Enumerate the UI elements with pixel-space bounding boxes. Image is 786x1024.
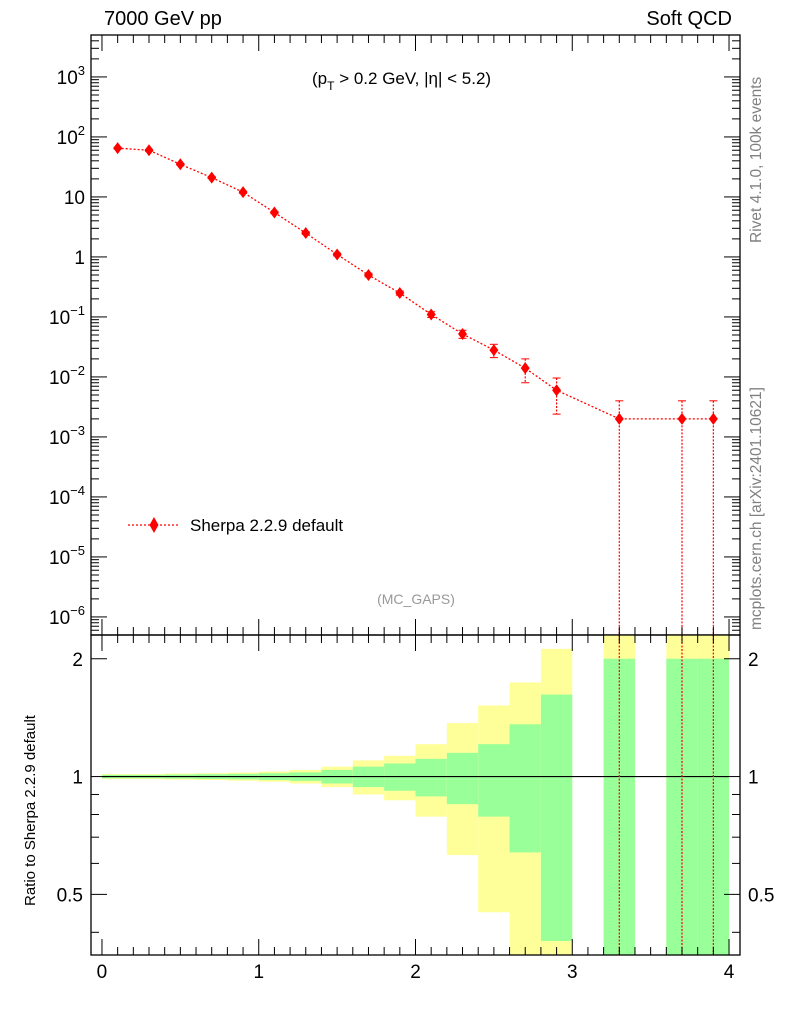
- data-point: [363, 269, 373, 281]
- data-point: [395, 287, 405, 300]
- y-tick-exponent: −4: [70, 483, 85, 498]
- data-point: [708, 412, 718, 425]
- ratio-y-tick-label-right: 0.5: [748, 885, 774, 906]
- y-tick-label: 10−3: [49, 423, 85, 449]
- y-tick-base: 10: [57, 128, 78, 149]
- data-point: [552, 384, 562, 397]
- y-tick-exponent: 2: [78, 123, 85, 138]
- data-point: [520, 362, 530, 375]
- y-tick-base: 1: [74, 248, 85, 269]
- y-tick-base: 10: [49, 368, 70, 389]
- y-tick-base: 10: [49, 428, 70, 449]
- y-tick-base: 10: [49, 548, 70, 569]
- x-tick-label: 3: [567, 962, 578, 983]
- y-tick-exponent: −3: [70, 423, 85, 438]
- y-tick-base: 10: [49, 488, 70, 509]
- y-tick-exponent: −6: [70, 603, 85, 618]
- data-point: [489, 344, 499, 357]
- data-point: [113, 142, 123, 155]
- legend-marker: [149, 517, 159, 533]
- header-left-label: 7000 GeV pp: [104, 8, 222, 30]
- y-tick-exponent: 3: [78, 63, 85, 78]
- y-tick-label: 1: [74, 248, 85, 269]
- cut-pt-prefix: (p: [312, 69, 327, 88]
- y-tick-exponent: −1: [70, 303, 85, 318]
- ratio-y-tick-label-left: 0.5: [57, 885, 83, 906]
- ratio-y-tick-label-right: 1: [748, 768, 759, 789]
- y-tick-label: 103: [57, 63, 85, 89]
- x-tick-label: 0: [97, 962, 108, 983]
- data-point: [238, 186, 248, 199]
- y-tick-label: 10−4: [49, 483, 85, 509]
- x-tick-label: 4: [724, 962, 735, 983]
- inner-band-bin: [540, 694, 573, 942]
- y-tick-label: 10−6: [49, 603, 85, 629]
- data-point: [207, 171, 217, 184]
- y-tick-exponent: −5: [70, 543, 85, 558]
- main-frame: [90, 34, 741, 636]
- x-tick-label: 2: [410, 962, 421, 983]
- ratio-y-tick-label-right: 2: [748, 650, 759, 671]
- legend-label: Sherpa 2.2.9 default: [190, 516, 343, 535]
- inner-band-bin: [446, 752, 479, 805]
- ratio-panel: 0 1 2 3 4 0.5 0.5 1 1 2 2: [57, 634, 774, 983]
- y-tick-label: 10−1: [49, 303, 85, 329]
- legend: Sherpa 2.2.9 default: [128, 516, 343, 535]
- cut-pt-sub: T: [327, 79, 335, 93]
- cut-annotation: (pT > 0.2 GeV, |η| < 5.2): [312, 69, 491, 93]
- y-tick-base: 10: [64, 188, 85, 209]
- data-point: [677, 412, 687, 425]
- header-right-label: Soft QCD: [646, 8, 732, 30]
- data-point: [175, 158, 185, 171]
- inner-band-bin: [478, 744, 510, 817]
- cut-rest: > 0.2 GeV, |η| < 5.2): [334, 69, 491, 88]
- inner-band-bin: [509, 724, 541, 853]
- data-point: [301, 227, 311, 240]
- y-tick-base: 10: [49, 608, 70, 629]
- data-point: [458, 327, 468, 340]
- inner-band-bin: [415, 758, 447, 797]
- y-tick-label: 10−2: [49, 363, 85, 389]
- data-point: [332, 248, 342, 261]
- data-point: [426, 308, 436, 321]
- analysis-watermark: (MC_GAPS): [377, 591, 455, 607]
- data-point: [269, 206, 279, 219]
- y-tick-label: 10−5: [49, 543, 85, 569]
- ratio-y-tick-label-left: 2: [72, 650, 83, 671]
- y-tick-label: 10: [64, 188, 85, 209]
- ratio-y-tick-label-left: 1: [72, 768, 83, 789]
- y-tick-label: 102: [57, 123, 85, 149]
- y-tick-base: 10: [57, 68, 78, 89]
- series-line: [117, 147, 714, 420]
- data-point: [614, 412, 624, 425]
- y-tick-exponent: −2: [70, 363, 85, 378]
- x-tick-label: 1: [253, 962, 264, 983]
- data-point: [144, 144, 154, 157]
- y-tick-base: 10: [49, 308, 70, 329]
